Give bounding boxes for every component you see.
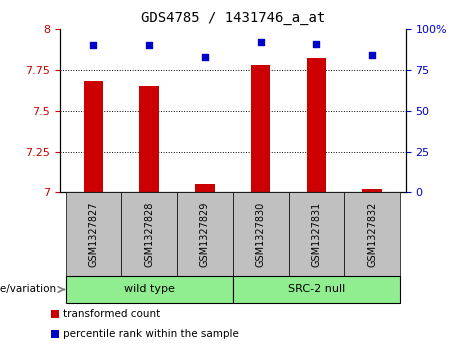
Bar [83,81,103,192]
Text: SRC-2 null: SRC-2 null [288,285,345,294]
Point [90,42,97,48]
Title: GDS4785 / 1431746_a_at: GDS4785 / 1431746_a_at [141,11,325,25]
Text: GSM1327828: GSM1327828 [144,201,154,267]
Bar [307,58,326,192]
Text: GSM1327830: GSM1327830 [256,201,266,267]
Text: GSM1327831: GSM1327831 [312,201,321,267]
Point [146,42,153,48]
Text: wild type: wild type [124,285,175,294]
Point [201,54,209,60]
Bar [195,184,215,192]
Bar [251,65,271,192]
Text: GSM1327827: GSM1327827 [89,201,98,267]
Text: GSM1327832: GSM1327832 [367,201,377,267]
Bar [139,86,159,192]
Point [368,52,376,58]
Point [313,41,320,46]
Point [257,39,264,45]
Text: GSM1327829: GSM1327829 [200,201,210,267]
Text: genotype/variation: genotype/variation [0,285,56,294]
Text: transformed count: transformed count [63,309,160,319]
Bar [362,189,382,192]
Text: percentile rank within the sample: percentile rank within the sample [63,329,239,339]
